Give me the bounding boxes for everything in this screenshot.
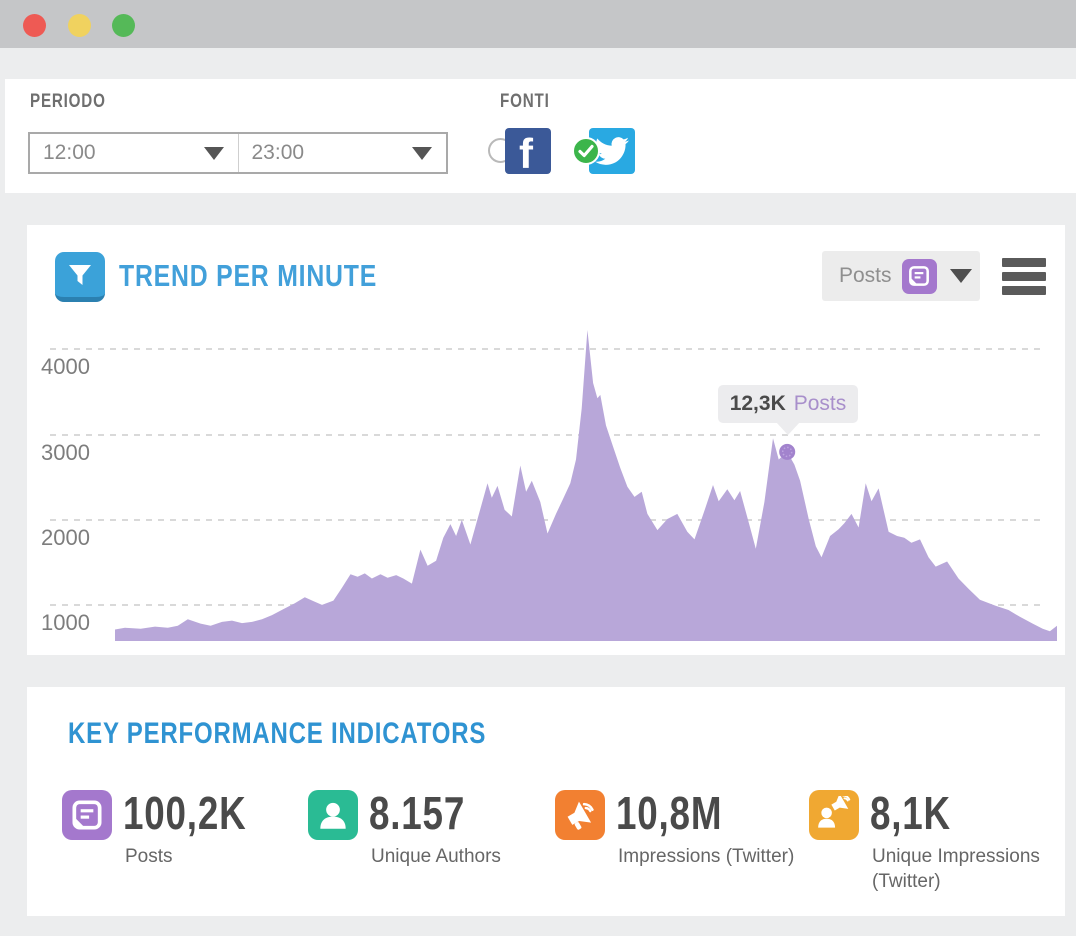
chart-tooltip: 12,3K Posts [718,385,858,423]
user-icon [308,790,358,840]
metric-selector-dropdown[interactable]: Posts [822,251,980,301]
y-tick-1000: 1000 [41,610,90,635]
trend-panel-title: TREND PER MINUTE [119,258,378,293]
chevron-down-icon [412,147,432,160]
user-megaphone-icon [809,790,859,840]
period-from-value: 12:00 [43,141,96,164]
facebook-f-glyph: f [519,130,533,174]
period-range-select: 12:00 23:00 [28,132,448,174]
window-titlebar [0,0,1076,48]
kpi-posts-value: 100,2K [123,787,247,839]
facebook-icon[interactable]: f [505,128,551,174]
chart-marker-dot [779,443,796,460]
y-tick-4000: 4000 [41,354,90,379]
gridline-4000 [50,348,1042,350]
filter-funnel-icon[interactable] [55,252,105,302]
kpi-impressions-label: Impressions (Twitter) [618,846,795,867]
kpi-unique-impressions-value: 8,1K [870,787,951,839]
posts-note-icon [62,790,112,840]
kpi-unique-authors-value: 8.157 [369,787,466,839]
fonti-label: FONTI [500,91,550,112]
gridline-3000 [50,434,1042,436]
tooltip-value: 12,3K [729,392,786,415]
close-window-icon[interactable] [23,14,46,37]
metric-selector-value: Posts [839,264,892,287]
chevron-down-icon [203,147,224,160]
posts-note-icon [901,258,937,294]
minimize-window-icon[interactable] [68,14,91,37]
kpi-unique-impressions-label: Unique Impressions (Twitter) [872,846,1040,892]
kpi-impressions-value: 10,8M [616,787,723,839]
period-to-value: 23:00 [251,141,305,164]
period-from-select[interactable]: 12:00 [30,134,238,172]
zoom-window-icon[interactable] [112,14,135,37]
gridline-2000 [50,519,1042,521]
periodo-label: PERIODO [30,91,106,112]
twitter-bird-icon [595,137,629,165]
y-tick-2000: 2000 [41,525,90,550]
menu-hamburger-icon[interactable] [1002,258,1046,300]
y-tick-3000: 3000 [41,440,90,465]
trend-panel: TREND PER MINUTE Posts 4000 3000 2000 10… [27,225,1065,655]
trend-area [115,330,1057,641]
trend-area-chart[interactable] [115,330,1057,641]
kpi-panel: KEY PERFORMANCE INDICATORS 100,2K Posts … [27,687,1065,916]
twitter-icon[interactable] [589,128,635,174]
kpi-unique-authors-label: Unique Authors [371,846,501,867]
chart-tooltip-arrow [776,422,800,435]
filter-panel: PERIODO 12:00 23:00 FONTI f [5,79,1076,193]
chevron-down-icon [949,269,972,283]
kpi-panel-title: KEY PERFORMANCE INDICATORS [68,717,487,750]
twitter-checked-icon[interactable] [572,137,600,170]
tooltip-unit: Posts [793,392,847,415]
kpi-posts-label: Posts [125,846,173,867]
megaphone-icon [555,790,605,840]
period-to-select[interactable]: 23:00 [237,134,447,172]
